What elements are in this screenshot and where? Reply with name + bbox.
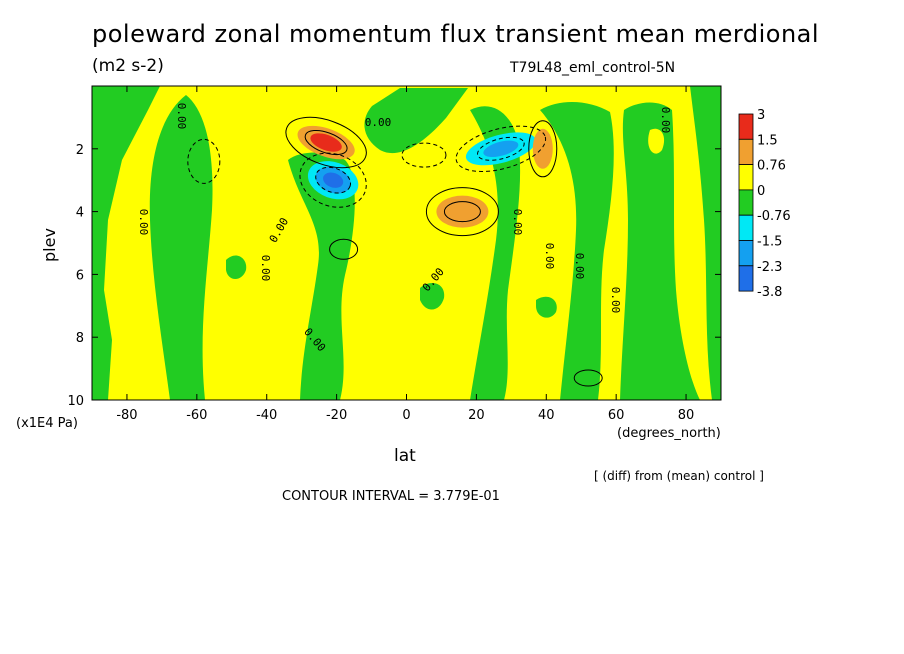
negative-region <box>288 152 355 400</box>
contour-line <box>315 166 352 194</box>
negative-region <box>149 95 213 400</box>
colorbar-label: 1.5 <box>757 133 778 148</box>
x-axis-label: lat <box>394 446 416 466</box>
colorbar-swatch <box>738 113 754 140</box>
colorbar-swatch <box>738 214 754 241</box>
contour-label: 0.00 <box>609 287 622 314</box>
positive-patch <box>648 128 665 154</box>
colorbar-label: 0 <box>757 184 765 199</box>
negative-region <box>226 255 247 279</box>
y-tick-label: 10 <box>67 394 84 409</box>
contour-line <box>304 129 348 156</box>
x-tick-label: 80 <box>678 408 695 423</box>
x-tick-label: -60 <box>186 408 207 423</box>
y-tick-label: 4 <box>76 206 84 221</box>
max-feature <box>436 195 489 228</box>
contour-line <box>528 120 558 178</box>
y-axis: 2 4 6 8 10 <box>67 143 721 409</box>
x-tick-label: -40 <box>256 408 277 423</box>
contour-line <box>573 369 603 387</box>
contour-line <box>425 187 499 237</box>
y-tick-label: 6 <box>76 268 84 283</box>
colorbar-swatch <box>738 164 754 191</box>
min-feature <box>483 140 519 158</box>
contour-label: 0.00 <box>259 255 272 282</box>
negative-region <box>92 86 160 400</box>
contour-line <box>187 138 221 184</box>
contour-line <box>455 125 547 172</box>
colorbar-swatch <box>738 189 754 216</box>
y-tick-label: 8 <box>76 331 84 346</box>
colorbar-swatch <box>738 265 754 292</box>
contour-lines <box>187 116 603 387</box>
x-tick-label: -80 <box>116 408 137 423</box>
contour-line <box>285 116 367 169</box>
x-axis-units: (degrees_north) <box>617 426 721 441</box>
colorbar-swatch <box>738 240 754 267</box>
negative-region <box>420 283 445 310</box>
x-axis: -80 -60 -40 -20 0 20 40 60 80 <box>116 86 694 423</box>
colorbar: 3 1.5 0.76 0 -0.76 -1.5 -2.3 -3.8 <box>738 108 791 300</box>
contour-label: 0.00 <box>573 253 586 280</box>
colorbar-label: -3.8 <box>757 285 782 300</box>
contour-label: 0.00 <box>175 103 188 130</box>
filled-contour-field <box>92 86 721 400</box>
x-tick-label: 0 <box>402 408 410 423</box>
colorbar-swatch <box>738 138 754 166</box>
contour-label: 0.00 <box>659 107 672 134</box>
negative-region <box>540 101 614 400</box>
x-tick-label: 40 <box>538 408 555 423</box>
x-tick-label: 20 <box>468 408 485 423</box>
colorbar-label: 3 <box>757 108 765 123</box>
negative-region <box>536 296 557 318</box>
contour-label: 0.00 <box>137 209 150 236</box>
max-feature <box>532 128 553 169</box>
contour-line <box>443 201 481 223</box>
negative-region <box>620 102 700 400</box>
max-feature <box>310 133 342 152</box>
negative-region <box>364 88 468 154</box>
contour-label: 0.00 <box>365 116 392 129</box>
negative-region <box>470 106 521 400</box>
contour-line <box>477 136 525 161</box>
y-axis-label: plev <box>40 228 59 262</box>
chart-units: (m2 s-2) <box>92 56 164 76</box>
x-tick-label: -20 <box>326 408 347 423</box>
diff-note: [ (diff) from (mean) control ] <box>594 469 764 483</box>
y-axis-units: (x1E4 Pa) <box>16 416 78 431</box>
min-feature <box>323 172 344 188</box>
contour-label: 0.00 <box>543 243 556 270</box>
contour-line <box>329 238 359 260</box>
colorbar-label: 0.76 <box>757 159 786 174</box>
x-tick-label: 60 <box>608 408 625 423</box>
negative-region <box>690 86 721 400</box>
positive-patch <box>127 247 142 267</box>
contour-interval: CONTOUR INTERVAL = 3.779E-01 <box>282 489 500 504</box>
contour-label: 0.00 <box>511 209 524 236</box>
chart-title: poleward zonal momentum flux transient m… <box>92 20 820 48</box>
colorbar-label: -1.5 <box>757 235 782 250</box>
experiment-name: T79L48_eml_control-5N <box>510 60 676 76</box>
y-tick-label: 2 <box>76 143 84 158</box>
colorbar-label: -2.3 <box>757 260 782 275</box>
colorbar-label: -0.76 <box>757 209 791 224</box>
contour-line <box>401 142 447 168</box>
